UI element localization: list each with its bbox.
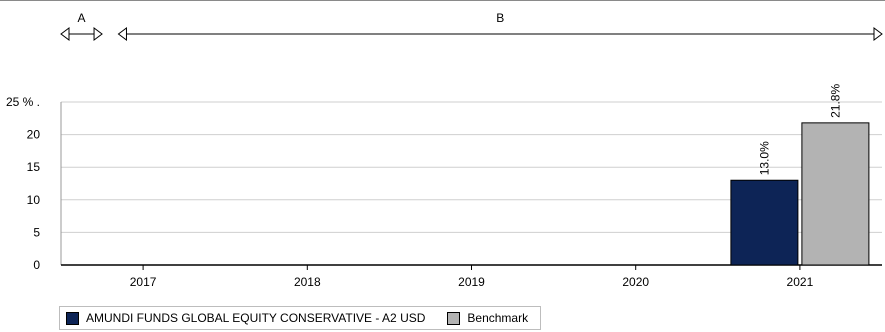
- period-arrowhead-right-a: [93, 27, 103, 41]
- y-tick-label-5: 5: [33, 225, 40, 239]
- legend-label-1: Benchmark: [467, 311, 529, 325]
- data-label-series-0-2021: 13.0%: [757, 141, 771, 175]
- period-arrowhead-right-b: [873, 27, 883, 41]
- chart-legend: AMUNDI FUNDS GLOBAL EQUITY CONSERVATIVE …: [59, 306, 542, 330]
- y-tick-label-10: 10: [27, 193, 41, 207]
- bar-series-1-2021: [801, 122, 870, 266]
- x-tick-label-2021: 2021: [787, 275, 814, 289]
- legend-swatch-1: [447, 311, 461, 325]
- y-tick-label-25: 25 % .: [6, 95, 40, 109]
- x-tick-label-2019: 2019: [458, 275, 485, 289]
- legend-item-0: AMUNDI FUNDS GLOBAL EQUITY CONSERVATIVE …: [66, 311, 425, 325]
- data-label-series-1-2021: 21.8%: [828, 84, 842, 118]
- y-tick-label-20: 20: [27, 128, 41, 142]
- period-arrowhead-left-a: [60, 27, 70, 41]
- bar-series-0-2021: [730, 179, 799, 266]
- period-arrowhead-left-b: [117, 27, 127, 41]
- period-label-a: A: [78, 11, 86, 25]
- legend-label-0: AMUNDI FUNDS GLOBAL EQUITY CONSERVATIVE …: [86, 311, 426, 325]
- legend-swatch-0: [66, 311, 79, 325]
- y-tick-label-15: 15: [27, 160, 41, 174]
- period-label-b: B: [496, 11, 504, 25]
- x-tick-label-2017: 2017: [130, 275, 157, 289]
- y-tick-label-0: 0: [33, 258, 40, 272]
- legend-item-1: Benchmark: [447, 311, 528, 325]
- x-tick-label-2020: 2020: [622, 275, 649, 289]
- x-tick-label-2018: 2018: [294, 275, 321, 289]
- performance-bar-chart: A B 0 5 10 15 20 25 % . 2017 2018 2019 2020 2021 13.0…: [0, 0, 885, 289]
